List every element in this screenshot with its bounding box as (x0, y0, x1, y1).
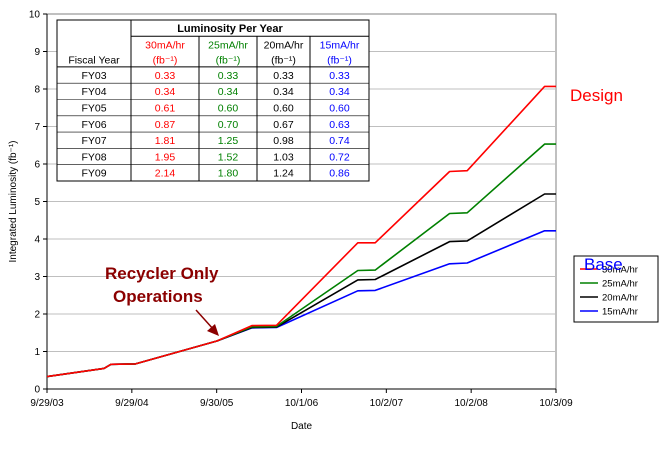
y-tick-label: 0 (34, 385, 40, 396)
table-value-cell: 0.34 (329, 86, 350, 98)
table-value-cell: 1.24 (273, 168, 294, 180)
table-col-header: 30mA/hr (145, 39, 185, 51)
x-tick-label: 9/29/04 (115, 398, 149, 409)
x-tick-label: 10/3/09 (539, 398, 573, 409)
y-axis-title: Integrated Luminosity (fb⁻¹) (8, 141, 19, 263)
table-value-cell: 0.74 (329, 135, 350, 147)
design-annotation: Design (570, 86, 623, 105)
x-tick-label: 10/2/07 (370, 398, 404, 409)
x-tick-label: 10/2/08 (454, 398, 488, 409)
table-value-cell: 0.60 (218, 103, 239, 115)
table-unit-label: (fb⁻¹) (327, 55, 352, 67)
legend-label: 20mA/hr (602, 293, 638, 304)
table-year-cell: FY04 (81, 86, 106, 98)
table-value-cell: 0.98 (273, 135, 294, 147)
table-value-cell: 0.60 (273, 103, 294, 115)
table-value-cell: 0.34 (155, 86, 176, 98)
table-value-cell: 0.61 (155, 103, 176, 115)
luminosity-table: Luminosity Per Year 30mA/hr 25mA/hr 20mA/hr… (56, 19, 370, 182)
table-unit-label: (fb⁻¹) (153, 55, 178, 67)
legend-label: 30mA/hr (602, 265, 638, 276)
table-value-cell: 0.87 (155, 119, 176, 131)
y-tick-label: 5 (34, 197, 40, 208)
table-value-cell: 0.33 (218, 70, 239, 82)
table-value-cell: 2.14 (155, 168, 176, 180)
y-tick-label: 9 (34, 47, 40, 58)
table-year-cell: FY08 (81, 151, 106, 163)
recycler-arrow-shaft (195, 309, 215, 331)
table-value-cell: 1.52 (218, 151, 239, 163)
table-col-header: 20mA/hr (264, 39, 304, 51)
x-tick-label: 9/30/05 (200, 398, 234, 409)
table-year-cell: FY05 (81, 103, 106, 115)
y-tick-label: 4 (34, 235, 40, 246)
table-value-cell: 0.86 (329, 168, 350, 180)
table-value-cell: 0.72 (329, 151, 350, 163)
table-title: Luminosity Per Year (177, 23, 283, 35)
table-value-cell: 0.60 (329, 103, 350, 115)
table-value-cell: 0.33 (329, 70, 350, 82)
table-value-cell: 0.33 (155, 70, 176, 82)
legend: 30mA/hr 25mA/hr 20mA/hr 15mA/hr (573, 255, 659, 323)
x-tick-label: 9/29/03 (30, 398, 64, 409)
x-axis-title: Date (291, 421, 313, 432)
y-tick-label: 3 (34, 272, 40, 283)
y-tick-label: 8 (34, 85, 40, 96)
y-tick-label: 7 (34, 122, 40, 133)
legend-label: 15mA/hr (602, 307, 638, 318)
table-value-cell: 1.81 (155, 135, 176, 147)
y-tick-label: 2 (34, 310, 40, 321)
table-value-cell: 0.33 (273, 70, 294, 82)
table-year-cell: FY07 (81, 135, 106, 147)
y-tick-label: 10 (29, 10, 41, 21)
recycler-arrow-head (207, 324, 219, 336)
table-value-cell: 0.70 (218, 119, 239, 131)
table-frame (56, 19, 370, 182)
table-value-cell: 0.34 (273, 86, 294, 98)
table-value-cell: 0.63 (329, 119, 350, 131)
series-line-30mahr (46, 85, 556, 378)
table-value-cell: 0.67 (273, 119, 294, 131)
table-unit-label: (fb⁻¹) (216, 55, 241, 67)
table-value-cell: 1.03 (273, 151, 294, 163)
table-value-cell: 0.34 (218, 86, 239, 98)
legend-label: 25mA/hr (602, 279, 638, 290)
table-value-cell: 1.95 (155, 151, 176, 163)
table-row-header: Fiscal Year (68, 55, 120, 67)
recycler-annotation-line1: Recycler Only (105, 264, 219, 283)
table-col-header: 25mA/hr (208, 39, 248, 51)
table-unit-label: (fb⁻¹) (271, 55, 296, 67)
x-tick-label: 10/1/06 (285, 398, 319, 409)
table-year-cell: FY03 (81, 70, 106, 82)
table-year-cell: FY06 (81, 119, 106, 131)
table-col-header: 15mA/hr (320, 39, 360, 51)
table-value-cell: 1.25 (218, 135, 239, 147)
y-tick-label: 1 (34, 347, 40, 358)
y-tick-label: 6 (34, 160, 40, 171)
table-value-cell: 1.80 (218, 168, 239, 180)
base-annotation: Base (584, 255, 623, 274)
recycler-annotation-line2: Operations (113, 287, 203, 306)
table-year-cell: FY09 (81, 168, 106, 180)
